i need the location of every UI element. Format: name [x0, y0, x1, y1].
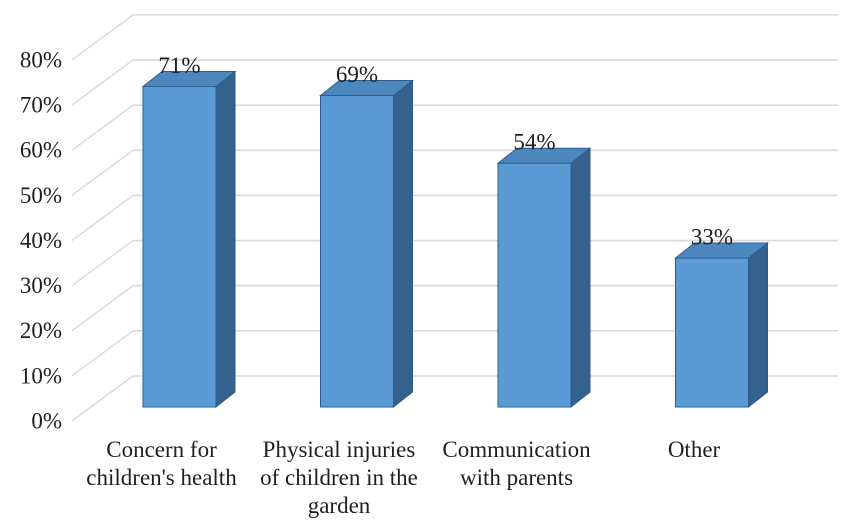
- data-label: 33%: [691, 225, 733, 250]
- bar-2: [319, 79, 414, 409]
- y-tick-label: 50%: [20, 183, 62, 208]
- x-category-label: Communication with parents: [442, 437, 591, 490]
- x-category-labels: Concern for children's health Physical inj…: [86, 437, 720, 518]
- y-tick-label: 60%: [20, 138, 62, 163]
- gridline-leader: [71, 149, 134, 196]
- x-category-label-line: Concern for: [106, 437, 217, 462]
- bar-3: [496, 147, 592, 409]
- gridline-leader: [71, 104, 134, 151]
- x-category-label: Concern for children's health: [86, 437, 237, 490]
- y-tick-label: 30%: [20, 273, 62, 298]
- bar-side-face: [570, 147, 591, 409]
- x-category-label-line: Other: [668, 437, 721, 462]
- bar-front-face: [320, 95, 394, 408]
- bar-1: [141, 70, 237, 409]
- gridline-leader: [71, 14, 134, 61]
- y-tick-label: 10%: [20, 363, 62, 388]
- gridline-leader: [71, 240, 134, 287]
- data-label: 69%: [336, 62, 378, 87]
- bars: [141, 70, 769, 409]
- x-category-label-line: children's health: [86, 465, 237, 490]
- gridline-leader: [71, 330, 134, 377]
- bar-side-face: [393, 79, 413, 409]
- gridlines: [71, 14, 838, 422]
- gridline-leader: [71, 194, 134, 242]
- gridline-leader: [71, 375, 134, 422]
- x-category-label: Other: [668, 437, 721, 462]
- gridline-leader: [71, 285, 134, 332]
- bar-side-face: [215, 70, 236, 409]
- x-category-label-line: garden: [308, 493, 371, 518]
- data-label: 71%: [158, 53, 200, 78]
- x-category-label-line: with parents: [460, 465, 573, 490]
- bar-4: [674, 242, 769, 409]
- x-category-label-line: of children in the: [260, 465, 418, 490]
- bar-front-face: [142, 86, 217, 408]
- y-tick-label: 20%: [20, 318, 62, 343]
- y-tick-label: 40%: [20, 228, 62, 253]
- data-labels: 71% 69% 54% 33%: [158, 53, 733, 250]
- y-tick-label: 0%: [31, 409, 62, 434]
- x-category-label: Physical injuries of children in the garde…: [260, 437, 418, 518]
- bar-front-face: [675, 257, 749, 408]
- gridline-leader: [71, 59, 134, 106]
- bar-front-face: [497, 162, 572, 408]
- x-category-label-line: Physical injuries: [263, 437, 416, 462]
- bar-side-face: [748, 242, 768, 409]
- y-tick-label: 80%: [20, 47, 62, 72]
- y-tick-label: 70%: [20, 93, 62, 118]
- x-category-label-line: Communication: [442, 437, 591, 462]
- y-axis-tick-labels: 0% 10% 20% 30% 40% 50% 60% 70% 80%: [20, 47, 62, 433]
- data-label: 54%: [513, 130, 555, 155]
